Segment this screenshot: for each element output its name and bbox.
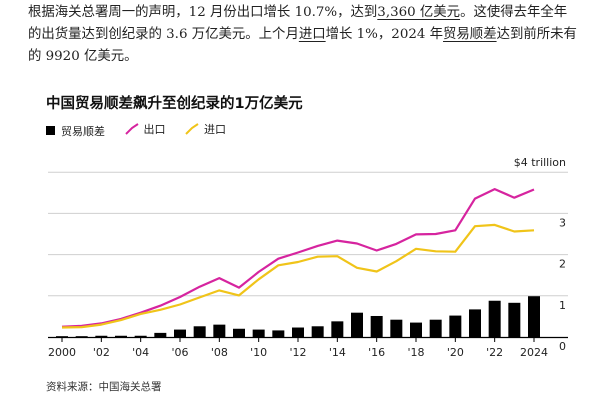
x-tick-label-2006: '06: [171, 346, 188, 359]
legend-item-imports: 进口: [185, 121, 226, 137]
bar-2023: [508, 302, 521, 337]
article-text-4: 达到前所未有的 9920 亿美元。: [28, 27, 577, 64]
bar-2006: [174, 329, 186, 337]
bar-2008: [213, 324, 226, 337]
x-tick-label-2010: '10: [250, 346, 267, 359]
x-tick-label-2022: '22: [486, 346, 503, 359]
bar-2017: [390, 319, 403, 337]
bar-2014: [331, 321, 344, 337]
bar-2004: [134, 335, 147, 337]
legend-swatch-exports: [124, 123, 139, 135]
bar-2016: [370, 315, 383, 337]
y-tick-label-3: 3: [559, 216, 566, 229]
legend-item-exports: 出口: [124, 121, 166, 137]
legend-label-balance: 贸易顺差: [61, 124, 105, 138]
x-tick-label-2012: '12: [289, 346, 306, 359]
imports-link[interactable]: 进口: [298, 27, 326, 42]
bar-2003: [115, 335, 127, 337]
y-tick-label-4: $4 trillion: [514, 156, 566, 169]
line-imports: [61, 223, 535, 329]
legend-item-balance: 贸易顺差: [46, 123, 105, 139]
y-tick-label-2: 2: [559, 258, 566, 271]
y-tick-label-1: 1: [559, 299, 566, 312]
bar-2010: [252, 329, 265, 337]
bar-2009: [233, 328, 245, 337]
bar-2022: [488, 300, 501, 337]
bar-2020: [449, 315, 462, 337]
bar-2007: [193, 326, 206, 337]
article-paragraph: 根据海关总署周一的声明，12 月份出口增长 10.7%，达到3,360 亿美元。…: [28, 2, 580, 68]
bar-2018: [410, 322, 422, 337]
trade-surplus-link[interactable]: 贸易顺差: [443, 27, 497, 42]
article-text-3: 增长 1%，2024 年: [325, 27, 444, 42]
bar-2011: [272, 330, 285, 337]
bar-2001: [75, 336, 88, 337]
x-tick-label-2018: '18: [407, 346, 424, 359]
legend-label-exports: 出口: [143, 123, 166, 136]
bar-2012: [292, 327, 304, 337]
chart-legend: 贸易顺差 出口 进口: [46, 121, 242, 139]
bar-2015: [351, 312, 363, 337]
line-exports: [61, 188, 535, 328]
chart-title: 中国贸易顺差飙升至创纪录的1万亿美元: [46, 96, 303, 112]
bar-2021: [469, 309, 481, 337]
x-tick-label-2004: '04: [132, 346, 149, 359]
bar-2002: [95, 335, 108, 337]
x-tick-label-2024: 2024: [520, 346, 548, 359]
x-tick-label-2000: 2000: [48, 346, 76, 359]
bar-2005: [154, 332, 167, 337]
legend-label-imports: 进口: [204, 123, 226, 136]
y-tick-label-0: 0: [559, 340, 566, 353]
bar-2013: [311, 326, 324, 337]
x-tick-label-2016: '16: [368, 346, 385, 359]
article-text-1: 根据海关总署周一的声明，12 月份出口增长 10.7%，达到: [28, 5, 378, 20]
x-tick-label-2008: '08: [211, 346, 228, 359]
x-tick-label-2020: '20: [447, 346, 464, 359]
legend-swatch-imports: [185, 123, 199, 135]
bar-2000: [56, 336, 68, 337]
article-text-2: 。这使得去年全年的出货量达到创纪录的 3.6 万亿美元。上个月: [28, 5, 568, 42]
bar-2024: [528, 296, 540, 337]
bar-2019: [429, 319, 442, 337]
x-tick-label-2002: '02: [93, 346, 110, 359]
exports-link[interactable]: 3,360 亿美元: [377, 5, 461, 20]
x-tick-label-2014: '14: [329, 346, 346, 359]
source-note: 资料来源：中国海关总署: [46, 381, 162, 393]
legend-swatch-balance: [46, 126, 55, 135]
